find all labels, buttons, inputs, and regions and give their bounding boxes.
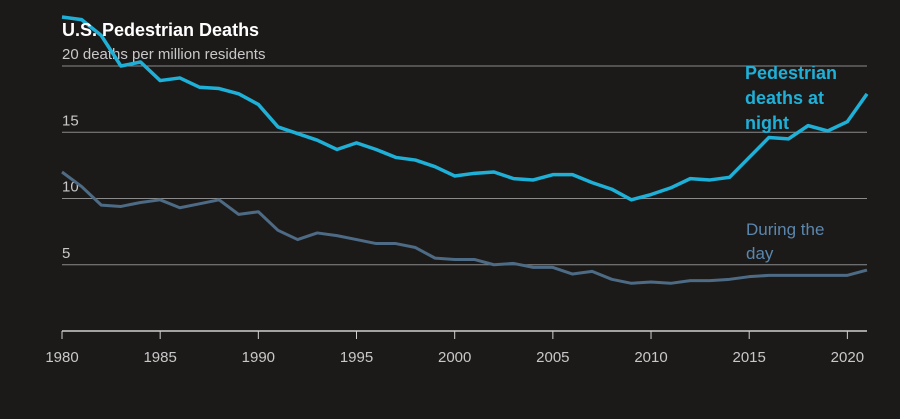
x-tick-label: 1995	[340, 349, 373, 366]
x-tick-label: 1980	[45, 349, 78, 366]
series-label-day: During the day	[746, 220, 825, 263]
series-label-night: Pedestrian deaths at night	[745, 63, 838, 133]
x-tick-label: 1985	[143, 349, 176, 366]
x-tick-label: 2000	[438, 349, 471, 366]
series-line	[61, 170, 868, 285]
lines	[61, 15, 869, 285]
series-line	[61, 15, 869, 202]
y-tick-label: 20 deaths per million residents	[62, 46, 265, 63]
x-tick-label: 1990	[242, 349, 275, 366]
x-tick-label: 2005	[536, 349, 569, 366]
x-tick-label: 2015	[733, 349, 766, 366]
x-tick-label: 2010	[634, 349, 667, 366]
x-tick-label: 2020	[831, 349, 864, 366]
y-tick-label: 5	[62, 245, 70, 262]
y-tick-label: 15	[62, 112, 79, 129]
chart-title: U.S. Pedestrian Deaths	[62, 20, 259, 40]
